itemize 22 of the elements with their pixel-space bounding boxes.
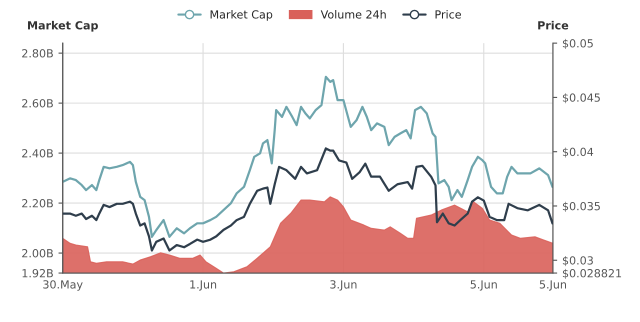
x-tick-label: 1.Jun (190, 280, 216, 291)
x-tick-label: 5.Jun (540, 280, 566, 291)
y2-tick-label: $0.028821 (562, 268, 622, 279)
x-tick-label: 30.May (43, 280, 83, 291)
y-axis-title: Market Cap (28, 20, 98, 32)
legend-label: Volume 24h (320, 10, 386, 19)
y2-tick-label: $0.03 (562, 256, 593, 266)
y-tick-label: 2.60B (22, 99, 53, 108)
y-tick-label: 2.20B (22, 199, 53, 208)
x-tick-label: 5.Jun (470, 280, 497, 291)
y-tick-label: 2.00B (22, 249, 53, 258)
y2-axis-title: Price (538, 20, 568, 30)
y2-tick-label: $0.05 (562, 38, 593, 50)
y2-tick-label: $0.04 (562, 147, 594, 158)
y-tick-label: 2.80B (22, 49, 53, 58)
y-tick-label: 1.92B (22, 269, 53, 278)
y2-tick-label: $0.045 (562, 93, 600, 104)
x-tick-label: 3.Jun (330, 280, 356, 291)
legend-label: Market Cap (210, 10, 272, 21)
y2-tick-label: $0.035 (562, 202, 600, 212)
y-tick-label: 2.40B (22, 149, 53, 158)
legend-label: Price (436, 10, 461, 19)
